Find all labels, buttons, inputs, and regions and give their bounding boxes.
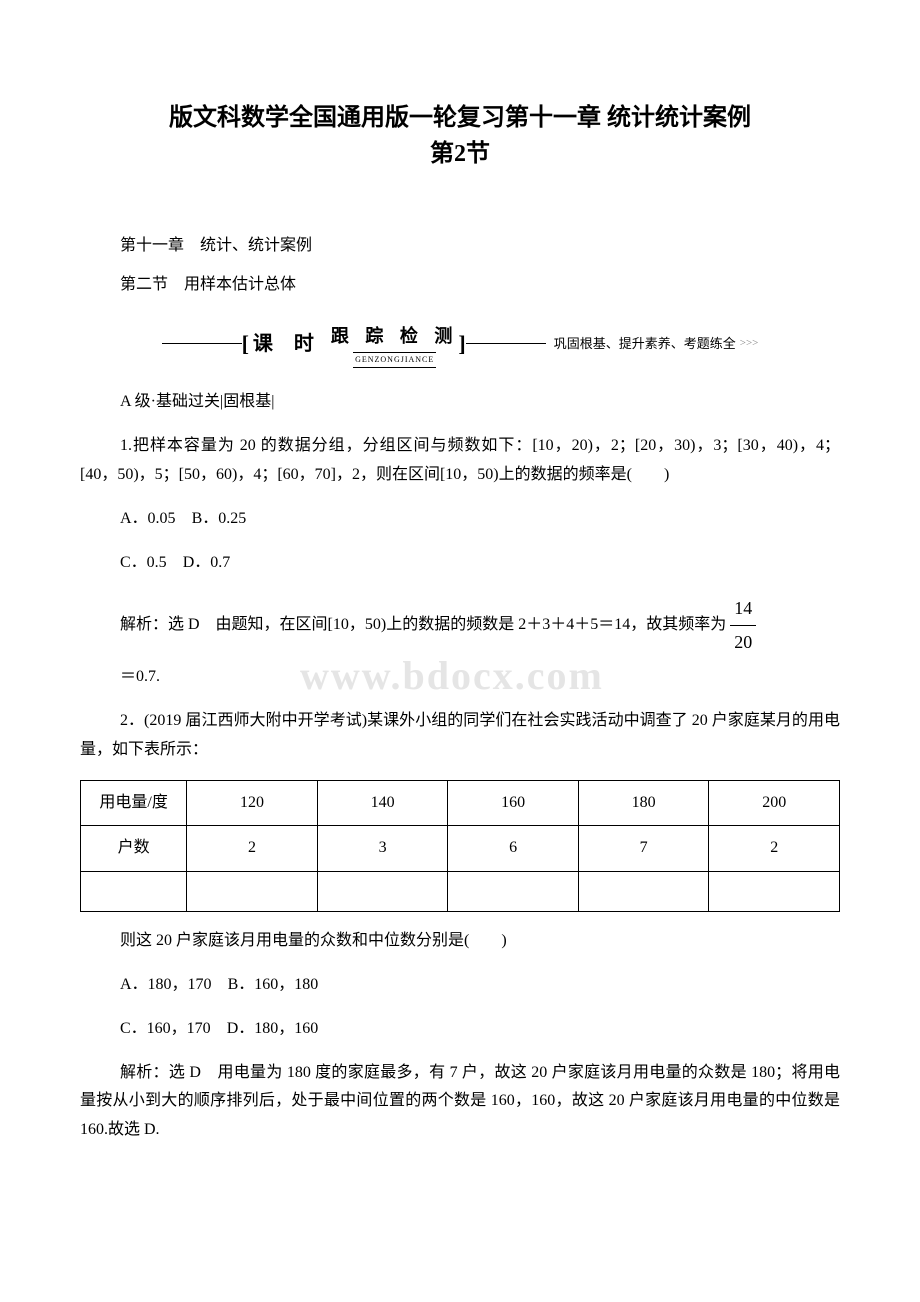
table-cell: 3 — [317, 826, 448, 872]
table-cell-empty — [81, 872, 187, 912]
table-header-count: 户数 — [81, 826, 187, 872]
banner-sub-cn: 跟 踪 检 测 — [331, 320, 459, 352]
document-title: 版文科数学全国通用版一轮复习第十一章 统计统计案例 第2节 — [80, 100, 840, 172]
table-cell-empty — [709, 872, 840, 912]
banner-line-left — [162, 343, 242, 344]
title-line-1: 版文科数学全国通用版一轮复习第十一章 统计统计案例 — [80, 100, 840, 136]
table-cell-empty — [317, 872, 448, 912]
lesson-banner: [ 课 时 跟 踪 检 测 GENZONGJIANCE ] 巩固根基、提升素养、… — [80, 320, 840, 369]
banner-subtitle: 跟 踪 检 测 GENZONGJIANCE — [331, 320, 459, 369]
title-line-2: 第2节 — [80, 136, 840, 172]
q2-option-d: D．180，160 — [227, 1020, 319, 1037]
table-cell: 140 — [317, 780, 448, 826]
banner-line-right — [466, 343, 546, 344]
banner-bracket-left: [ — [242, 324, 249, 364]
q2-solution: 解析：选 D 用电量为 180 度的家庭最多，有 7 户，故这 20 户家庭该月… — [80, 1059, 840, 1145]
table-row — [81, 872, 840, 912]
table-cell: 160 — [448, 780, 579, 826]
q1-sol-prefix: 解析：选 D 由题知，在区间[10，50)上的数据的频数是 2＋3＋4＋5＝14… — [120, 611, 726, 640]
q1-fraction: 14 20 — [730, 592, 756, 658]
table-cell: 120 — [187, 780, 318, 826]
q1-option-b: B．0.25 — [192, 510, 247, 527]
table-cell: 2 — [709, 826, 840, 872]
table-cell-empty — [578, 872, 709, 912]
banner-sub-en: GENZONGJIANCE — [353, 352, 436, 368]
banner-label: 课 时 — [253, 326, 322, 362]
table-cell: 200 — [709, 780, 840, 826]
table-row: 用电量/度 120 140 160 180 200 — [81, 780, 840, 826]
q2-option-b: B．160，180 — [228, 976, 319, 993]
q1-frac-den: 20 — [730, 626, 756, 658]
table-header-usage: 用电量/度 — [81, 780, 187, 826]
q1-option-a: A．0.05 — [120, 510, 176, 527]
banner-right-text: 巩固根基、提升素养、考题练全 — [554, 332, 736, 355]
q2-option-a: A．180，170 — [120, 976, 212, 993]
q2-table: 用电量/度 120 140 160 180 200 户数 2 3 6 7 2 — [80, 780, 840, 913]
section-heading: 第二节 用样本估计总体 — [120, 271, 840, 300]
q1-solution: 解析：选 D 由题知，在区间[10，50)上的数据的频数是 2＋3＋4＋5＝14… — [120, 592, 840, 658]
q2-after: 则这 20 户家庭该月用电量的众数和中位数分别是( ) — [80, 927, 840, 956]
table-cell: 2 — [187, 826, 318, 872]
q1-sol-tail: ＝0.7. — [120, 663, 840, 692]
q1-option-c: C．0.5 — [120, 554, 167, 571]
table-cell: 6 — [448, 826, 579, 872]
q2-options-row2: C．160，170 D．180，160 — [120, 1015, 840, 1044]
table-cell: 7 — [578, 826, 709, 872]
table-cell-empty — [187, 872, 318, 912]
q1-options-row2: C．0.5 D．0.7 — [120, 549, 840, 578]
table-row: 户数 2 3 6 7 2 — [81, 826, 840, 872]
q2-option-c: C．160，170 — [120, 1020, 211, 1037]
banner-bracket-right: ] — [458, 324, 465, 364]
chapter-heading: 第十一章 统计、统计案例 — [120, 232, 840, 261]
q1-text: 1.把样本容量为 20 的数据分组，分组区间与频数如下：[10，20)，2；[2… — [80, 432, 840, 490]
q2-options-row1: A．180，170 B．160，180 — [120, 971, 840, 1000]
q1-frac-num: 14 — [730, 592, 756, 625]
table-cell-empty — [448, 872, 579, 912]
q2-text: 2．(2019 届江西师大附中开学考试)某课外小组的同学们在社会实践活动中调查了… — [80, 707, 840, 765]
banner-arrows-icon: >>> — [740, 334, 759, 354]
q1-option-d: D．0.7 — [183, 554, 231, 571]
q1-options-row1: A．0.05 B．0.25 — [120, 505, 840, 534]
level-label: A 级·基础过关|固根基| — [120, 388, 840, 417]
table-cell: 180 — [578, 780, 709, 826]
